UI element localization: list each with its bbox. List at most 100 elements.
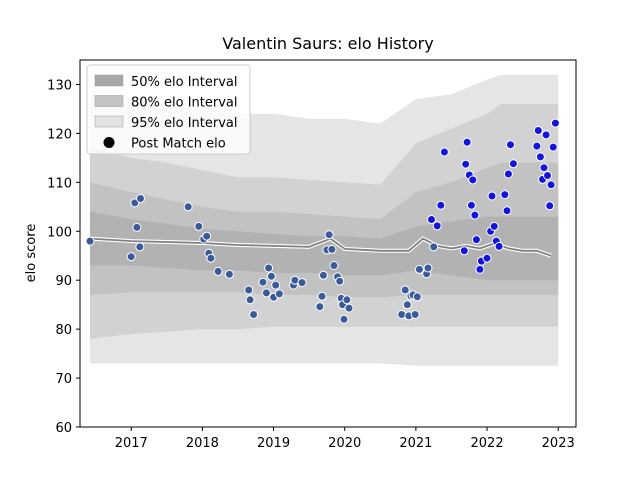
- data-point: [327, 244, 337, 254]
- data-point: [494, 241, 504, 251]
- data-point: [402, 300, 412, 310]
- x-tick-label: 2018: [186, 436, 219, 451]
- data-point: [462, 137, 472, 147]
- legend-label: 95% elo Interval: [131, 116, 238, 131]
- mean-line: [89, 237, 552, 257]
- data-point: [126, 252, 136, 262]
- data-point: [410, 310, 420, 319]
- axes-frame: [79, 59, 577, 428]
- data-point: [266, 271, 276, 281]
- y-tick-label: 80: [55, 323, 72, 338]
- data-point: [245, 295, 255, 305]
- data-point: [475, 264, 485, 274]
- legend-box: [86, 64, 251, 155]
- data-point: [206, 253, 216, 263]
- data-point: [500, 190, 510, 200]
- legend-marker: [103, 137, 115, 148]
- axes: 2017 2018 2019 2020 2021 2022 2023 60 70 80 90 100 1…: [47, 59, 577, 451]
- y-tick-label: 70: [55, 372, 72, 387]
- data-point: [548, 142, 558, 152]
- data-point: [412, 292, 422, 302]
- data-point: [461, 159, 471, 169]
- data-point: [261, 288, 271, 298]
- data-point: [471, 235, 481, 245]
- data-point: [466, 200, 476, 210]
- x-tick-label: 2020: [328, 436, 361, 451]
- data-point: [249, 310, 259, 319]
- data-point: [487, 191, 497, 201]
- legend: 50% elo Interval 80% elo Interval 95% elo …: [86, 64, 251, 155]
- data-point: [213, 266, 223, 276]
- data-point: [317, 291, 327, 301]
- legend-swatch: [94, 115, 124, 128]
- data-point: [545, 201, 555, 211]
- data-point: [318, 270, 328, 280]
- data-point: [400, 285, 410, 295]
- legend-label: 80% elo Interval: [131, 96, 238, 111]
- data-point: [136, 194, 145, 203]
- data-point: [427, 215, 436, 224]
- band-50: [90, 211, 559, 281]
- data-point: [344, 303, 354, 313]
- data-point: [543, 171, 552, 180]
- data-point: [503, 169, 513, 179]
- data-point: [439, 147, 449, 157]
- data-point: [550, 118, 560, 128]
- data-point: [482, 253, 492, 263]
- data-point: [508, 159, 518, 169]
- y-axis-title: elo score: [24, 224, 39, 283]
- y-tick-label: 90: [55, 274, 72, 289]
- legend-label: Post Match elo: [131, 137, 226, 152]
- data-point: [194, 221, 204, 231]
- data-point: [459, 246, 469, 256]
- data-point: [470, 210, 480, 220]
- data-point: [135, 242, 145, 252]
- data-point: [546, 180, 556, 190]
- data-point: [244, 285, 254, 295]
- data-point: [539, 163, 549, 173]
- data-point: [85, 236, 95, 246]
- data-point: [315, 302, 325, 312]
- data-point: [258, 277, 268, 287]
- y-tick-label: 120: [47, 127, 72, 142]
- data-point: [297, 278, 307, 288]
- data-point: [432, 221, 442, 231]
- data-point: [342, 295, 352, 305]
- x-tick-label: 2019: [257, 436, 290, 451]
- data-point: [429, 242, 439, 252]
- plot-area: [85, 74, 560, 366]
- chart-title: Valentin Saurs: elo History: [222, 34, 433, 53]
- data-point: [436, 200, 446, 210]
- y-tick-label: 130: [47, 78, 72, 93]
- data-point: [132, 222, 142, 232]
- legend-swatch: [94, 74, 124, 87]
- data-point: [414, 264, 424, 274]
- data-point: [541, 130, 551, 140]
- x-tick-label: 2022: [471, 436, 504, 451]
- data-point: [335, 276, 345, 286]
- legend-swatch: [94, 95, 124, 107]
- data-point: [533, 126, 543, 135]
- x-tick-label: 2023: [542, 436, 575, 451]
- data-point: [502, 206, 512, 216]
- data-point: [202, 231, 212, 241]
- data-point: [532, 141, 542, 151]
- data-point: [224, 269, 234, 279]
- data-point: [535, 152, 545, 162]
- legend-label: 50% elo Interval: [131, 75, 238, 90]
- data-point: [506, 140, 515, 150]
- y-tick-label: 100: [47, 225, 72, 240]
- data-point: [468, 175, 478, 185]
- data-point: [183, 202, 193, 212]
- data-point: [339, 314, 349, 324]
- data-point: [397, 310, 407, 319]
- y-tick-label: 110: [47, 176, 72, 191]
- data-point: [489, 221, 499, 231]
- data-point: [264, 263, 274, 273]
- data-point: [274, 289, 284, 299]
- y-tick-label: 60: [55, 421, 72, 436]
- data-point: [423, 263, 433, 273]
- data-point: [329, 261, 339, 270]
- x-tick-label: 2021: [399, 436, 432, 451]
